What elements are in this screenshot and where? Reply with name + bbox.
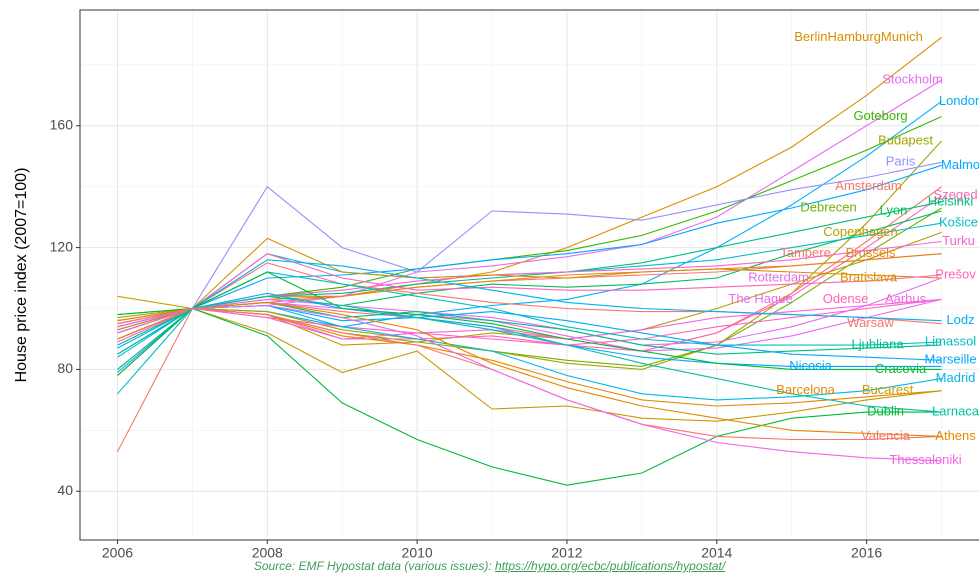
series-line — [117, 253, 942, 376]
x-tick-label: 2014 — [701, 545, 732, 558]
series-line — [117, 301, 942, 437]
series-label: Bratislava — [840, 269, 898, 284]
series-label: Warsaw — [847, 315, 894, 330]
series-label: Bucarest — [862, 382, 914, 397]
series-label: Rotterdam — [748, 269, 809, 284]
series-label: Valencia — [861, 428, 911, 443]
series-line — [117, 292, 942, 373]
y-tick-label: 160 — [50, 116, 74, 132]
series-line — [117, 295, 942, 422]
series-label: Helsinki — [928, 193, 974, 208]
series-line — [117, 140, 942, 370]
series-line — [117, 161, 942, 340]
series-label: Marseille — [925, 352, 977, 367]
series-label: Dublin — [867, 404, 904, 419]
x-tick-label: 2016 — [851, 545, 882, 558]
series-label: BerlinHamburgMunich — [794, 29, 923, 44]
series-label: Nicosia — [789, 358, 832, 373]
chart: House price index (2007=100) 40 80 120 160 2… — [13, 9, 979, 561]
series-label: Košice — [939, 215, 978, 230]
series-label: Thessaloniki — [889, 452, 961, 467]
series-label: Aarhus — [885, 291, 927, 306]
series-label: Lyon — [880, 202, 908, 217]
panel-border — [79, 9, 979, 541]
series-label: Madrid — [936, 370, 976, 385]
series-line — [117, 164, 942, 349]
series-label: Amsterdam — [835, 178, 901, 193]
series-label: Malmo — [941, 157, 979, 172]
series-label: Goteborg — [853, 108, 907, 123]
source-text: Source: EMF Hypostat data (various issue… — [253, 559, 492, 573]
source-link[interactable]: https://hypo.org/ecbc/publications/hypos… — [495, 559, 726, 573]
series-label: The Hague — [728, 291, 792, 306]
series-line — [117, 277, 942, 346]
y-axis-label: House price index (2007=100) — [13, 168, 30, 383]
series-line — [117, 207, 942, 367]
series-label: Cracovia — [875, 361, 927, 376]
series-label: Budapest — [878, 132, 933, 147]
series-label: Ljubliana — [852, 336, 905, 351]
series-line — [117, 237, 942, 370]
series-label: Athens — [935, 428, 976, 443]
series-label: Stockholm — [882, 71, 943, 86]
series-line — [117, 307, 942, 486]
x-tick-label: 2012 — [551, 545, 582, 558]
series-label: Debrecen — [800, 199, 856, 214]
series-label: Prešov — [935, 266, 976, 281]
y-tick-label: 120 — [50, 238, 74, 254]
series-label: Lodz — [946, 312, 974, 327]
source-note: Source: EMF Hypostat data (various issue… — [0, 559, 979, 573]
series-label: Paris — [886, 154, 916, 169]
series-line — [117, 259, 942, 358]
series-line — [117, 304, 942, 462]
series-label: Tampere — [780, 245, 831, 260]
series-label: Limassol — [925, 333, 976, 348]
y-tick-label: 80 — [57, 360, 73, 376]
series-label: Brussels — [846, 245, 896, 260]
series-label: London — [939, 93, 979, 108]
y-tick-label: 40 — [57, 482, 73, 498]
series-line — [117, 295, 942, 413]
series-label: Odense — [823, 291, 869, 306]
series-line — [117, 271, 942, 376]
x-tick-label: 2008 — [252, 545, 283, 558]
series-label: Larnaca — [932, 404, 979, 419]
series-label: Copenhagen — [823, 224, 897, 239]
series-label: Turku — [942, 233, 975, 248]
x-tick-label: 2006 — [102, 545, 133, 558]
series-label: Barcelona — [776, 382, 835, 397]
series-label: Szeged — [933, 187, 977, 202]
series-line — [117, 298, 942, 340]
x-tick-label: 2010 — [402, 545, 433, 558]
